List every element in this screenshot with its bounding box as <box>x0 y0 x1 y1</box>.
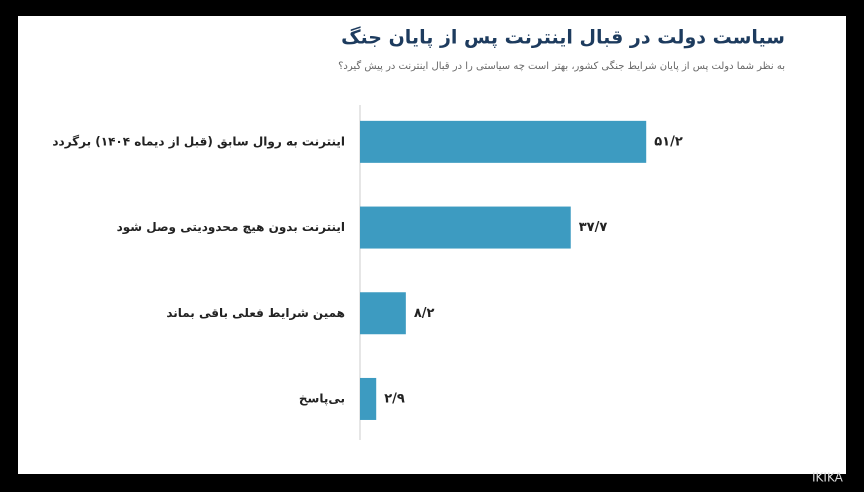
category-label: بی‌پاسخ <box>299 391 345 405</box>
bar <box>360 206 571 249</box>
chart-subtitle: به نظر شما دولت پس از پایان شرایط جنگی ک… <box>338 60 785 72</box>
category-label: اینترنت بدون هیچ محدودیتی وصل شود <box>117 220 345 235</box>
bar <box>360 120 647 163</box>
value-label: ۸/۲ <box>414 306 435 321</box>
watermark: IKIKA <box>812 471 844 485</box>
chart-title: سیاست دولت در قبال اینترنت پس از پایان ج… <box>341 26 785 49</box>
value-label: ۲/۹ <box>384 391 405 406</box>
bar <box>360 377 377 420</box>
value-label: ۳۷/۷ <box>579 220 608 235</box>
category-label: همین شرایط فعلی باقی بماند <box>166 306 345 320</box>
value-label: ۵۱/۲ <box>654 134 683 149</box>
bar <box>360 292 406 335</box>
category-label: اینترنت به روال سابق (قبل از دیماه ۱۴۰۴)… <box>52 134 345 149</box>
